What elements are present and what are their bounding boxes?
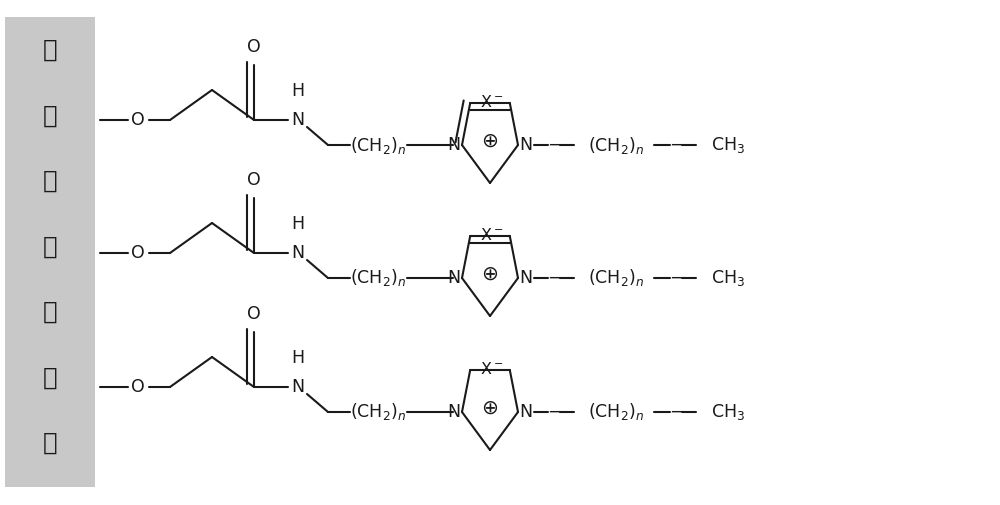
Text: H: H (291, 82, 305, 100)
Text: $\oplus$: $\oplus$ (481, 265, 499, 283)
Text: (CH$_2$)$_n$: (CH$_2$)$_n$ (350, 134, 406, 156)
Text: N: N (291, 378, 305, 396)
Text: O: O (131, 244, 145, 262)
Text: 孔: 孔 (43, 104, 57, 127)
Text: CH$_3$: CH$_3$ (711, 135, 745, 155)
Text: O: O (131, 378, 145, 396)
Text: CH$_3$: CH$_3$ (711, 402, 745, 422)
Text: N: N (519, 403, 533, 421)
Text: O: O (247, 171, 261, 189)
Text: N: N (291, 244, 305, 262)
Text: −: − (547, 403, 561, 421)
Text: 泡: 泡 (43, 169, 57, 193)
Text: N: N (519, 269, 533, 287)
Text: −: − (669, 403, 683, 421)
Text: $\oplus$: $\oplus$ (481, 398, 499, 418)
Text: N: N (291, 111, 305, 129)
Text: 化: 化 (43, 366, 57, 389)
Text: H: H (291, 215, 305, 233)
Text: (CH$_2$)$_n$: (CH$_2$)$_n$ (350, 268, 406, 288)
Text: N: N (519, 136, 533, 154)
Text: O: O (247, 38, 261, 56)
Text: −: − (547, 136, 561, 154)
FancyBboxPatch shape (5, 17, 95, 487)
Text: X$^-$: X$^-$ (480, 94, 504, 110)
Text: (CH$_2$)$_n$: (CH$_2$)$_n$ (588, 268, 644, 288)
Text: X$^-$: X$^-$ (480, 361, 504, 377)
Text: CH$_3$: CH$_3$ (711, 268, 745, 288)
Text: −: − (669, 269, 683, 287)
Text: N: N (447, 136, 461, 154)
Text: (CH$_2$)$_n$: (CH$_2$)$_n$ (350, 401, 406, 423)
Text: N: N (447, 269, 461, 287)
Text: O: O (247, 305, 261, 323)
Text: 硟: 硟 (43, 431, 57, 455)
Text: $\oplus$: $\oplus$ (481, 131, 499, 150)
Text: X$^-$: X$^-$ (480, 227, 504, 243)
Text: −: − (547, 269, 561, 287)
Text: (CH$_2$)$_n$: (CH$_2$)$_n$ (588, 401, 644, 423)
Text: H: H (291, 349, 305, 367)
Text: 介: 介 (43, 38, 57, 62)
Text: O: O (131, 111, 145, 129)
Text: −: − (669, 136, 683, 154)
Text: (CH$_2$)$_n$: (CH$_2$)$_n$ (588, 134, 644, 156)
Text: N: N (447, 403, 461, 421)
Text: 氧: 氧 (43, 300, 57, 324)
Text: 沫: 沫 (43, 234, 57, 259)
